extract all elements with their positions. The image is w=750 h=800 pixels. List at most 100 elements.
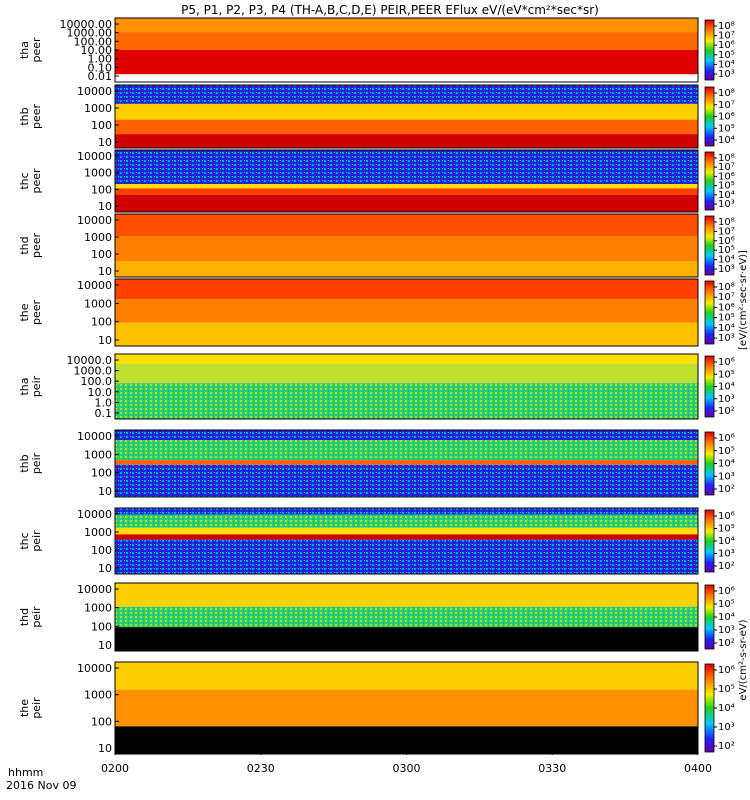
spectrogram-band bbox=[115, 50, 698, 75]
spectrogram-band bbox=[115, 606, 698, 628]
colorbar-unit-eflux: eV/(cm²-s-sr-eV) bbox=[738, 619, 749, 700]
colorbar-tick-label: 10⁵ bbox=[718, 50, 735, 61]
spectrogram-band bbox=[115, 726, 698, 754]
x-tick-label: 0300 bbox=[393, 762, 421, 775]
panel-label: thd bbox=[18, 236, 31, 254]
colorbar bbox=[704, 509, 715, 573]
y-tick-label: 100 bbox=[91, 183, 112, 196]
colorbar bbox=[704, 86, 715, 147]
spectrogram-band bbox=[115, 583, 698, 607]
panel-frame bbox=[114, 149, 699, 213]
y-tick-label: 100 bbox=[91, 316, 112, 329]
panel-label: tha bbox=[18, 41, 31, 59]
y-tick-label: 1.0 bbox=[95, 396, 113, 409]
colorbar-tick-label: 10⁴ bbox=[718, 536, 735, 547]
y-tick-label: 1000 bbox=[84, 602, 112, 615]
y-tick-label: 10000 bbox=[77, 583, 112, 596]
y-tick-label: 1000.0 bbox=[74, 365, 113, 378]
panel-thd-peir: 10000 1000 100 10 thd peir 10⁶ 10⁵ 10⁴ 10³ 10² bbox=[18, 582, 735, 652]
colorbar-tick-label: 10⁷ bbox=[718, 292, 735, 303]
colorbar-tick-label: 10⁶ bbox=[718, 586, 735, 597]
panel-frame bbox=[114, 582, 699, 652]
panel-label: the bbox=[18, 303, 31, 321]
colorbar-tick-label: 10⁴ bbox=[718, 459, 735, 470]
panel-label: thd bbox=[18, 608, 31, 626]
colorbar bbox=[704, 215, 715, 276]
panel-frame bbox=[114, 84, 699, 149]
panel-label: thb bbox=[18, 107, 31, 125]
y-tick-label: 0.01 bbox=[88, 70, 113, 83]
spectrogram-band bbox=[115, 261, 698, 277]
colorbar-tick-label: 10² bbox=[718, 406, 735, 417]
colorbar-tick-label: 10³ bbox=[718, 722, 735, 733]
spectrogram-band bbox=[115, 534, 698, 540]
spectrogram-band bbox=[115, 103, 698, 120]
y-tick-label: 10000 bbox=[77, 430, 112, 443]
colorbar-tick-label: 10³ bbox=[718, 264, 735, 275]
colorbar-tick-label: 10⁶ bbox=[718, 433, 735, 444]
colorbar bbox=[704, 355, 715, 418]
spectrogram-band bbox=[115, 508, 698, 515]
panel-frame bbox=[114, 213, 699, 278]
colorbar-tick-label: 10² bbox=[718, 484, 735, 495]
y-tick-label: 10000 bbox=[77, 279, 112, 292]
chart-title: P5, P1, P2, P3, P4 (TH-A,B,C,D,E) PEIR,P… bbox=[181, 3, 599, 17]
colorbar-tick-label: 10³ bbox=[718, 333, 735, 344]
y-tick-label: 10000 bbox=[77, 662, 112, 675]
y-tick-label: 10 bbox=[98, 742, 112, 755]
y-tick-label: 1000 bbox=[84, 448, 112, 461]
spectrogram-band bbox=[115, 85, 698, 104]
y-tick-label: 10000 bbox=[77, 150, 112, 163]
spectrogram-band bbox=[115, 527, 698, 535]
y-tick-label: 0.1 bbox=[95, 407, 113, 420]
y-tick-label: 1000 bbox=[84, 689, 112, 702]
spectrogram-band bbox=[115, 32, 698, 50]
colorbar-tick-label: 10⁶ bbox=[718, 171, 735, 182]
panel-label: peir bbox=[30, 530, 43, 552]
y-tick-label: 1000 bbox=[84, 297, 112, 310]
colorbar-tick-label: 10⁴ bbox=[718, 135, 735, 146]
spectrogram-band bbox=[115, 689, 698, 727]
spectrogram-band bbox=[115, 514, 698, 528]
panel-label: peer bbox=[30, 104, 43, 130]
colorbar-tick-label: 10⁴ bbox=[718, 190, 735, 201]
colorbar bbox=[704, 663, 715, 753]
panel-label: peer bbox=[30, 300, 43, 326]
colorbar-tick-label: 10³ bbox=[718, 394, 735, 405]
y-tick-label: 10000.0 bbox=[67, 354, 113, 367]
spectrogram-band bbox=[115, 194, 698, 212]
colorbar-tick-label: 10² bbox=[718, 638, 735, 649]
colorbar-tick-label: 10² bbox=[718, 561, 735, 572]
spectrogram-band bbox=[115, 74, 698, 82]
colorbar-tick-label: 10⁷ bbox=[718, 226, 735, 237]
colorbar-tick-label: 10⁴ bbox=[718, 612, 735, 623]
date-label: 2016 Nov 09 bbox=[6, 779, 76, 792]
y-tick-label: 0.10 bbox=[88, 61, 113, 74]
y-tick-label: 100 bbox=[91, 620, 112, 633]
y-tick-label: 1000 bbox=[84, 526, 112, 539]
panel-the-peir: 10000 1000 100 10 the peir 10⁶ 10⁵ 10⁴ 10³ 10² bbox=[18, 661, 735, 755]
panel-label: thc bbox=[18, 532, 31, 549]
panel-label: peer bbox=[30, 37, 43, 63]
y-tick-label: 10 bbox=[98, 136, 112, 149]
y-tick-label: 10 bbox=[98, 485, 112, 498]
colorbar-tick-label: 10² bbox=[718, 741, 735, 752]
spectrogram-band bbox=[115, 18, 698, 33]
colorbar-unit-esa: [eV/(cm²·sec·sr·eV)] bbox=[738, 250, 749, 350]
panel-label: tha bbox=[18, 377, 31, 395]
panel-frame bbox=[114, 353, 699, 420]
panel-frame bbox=[114, 507, 699, 575]
y-tick-label: 100.00 bbox=[74, 35, 113, 48]
x-axis-label: hhmm bbox=[8, 766, 43, 779]
x-tick-label: 0200 bbox=[101, 762, 129, 775]
spectrogram-band bbox=[115, 464, 698, 497]
colorbar-tick-label: 10⁴ bbox=[718, 59, 735, 70]
colorbar bbox=[704, 151, 715, 211]
colorbar-tick-label: 10⁵ bbox=[718, 684, 735, 695]
